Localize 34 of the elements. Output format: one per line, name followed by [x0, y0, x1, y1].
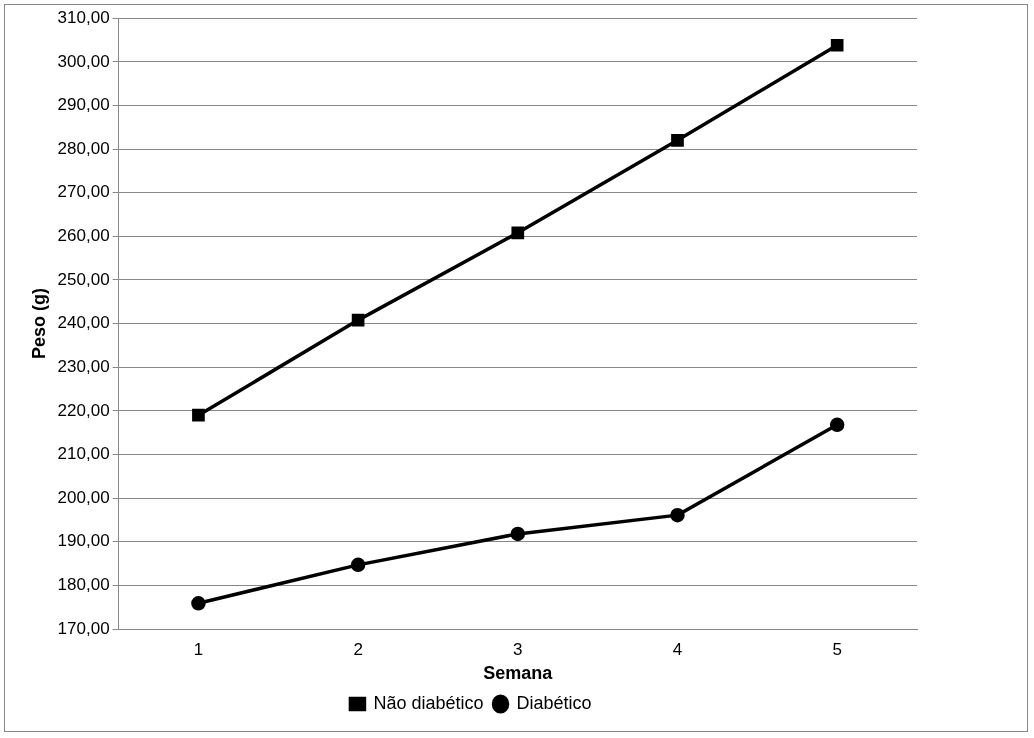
x-tick-label: 2 — [353, 639, 363, 659]
point — [351, 313, 365, 327]
x-axis-title: Semana — [483, 663, 554, 684]
point — [192, 408, 205, 422]
y-tick-label: 210,00 — [57, 444, 110, 464]
point — [671, 134, 684, 147]
y-axis-title: Peso (g) — [28, 288, 49, 360]
y-tick-label: 250,00 — [57, 269, 110, 289]
y-tick-label: 240,00 — [57, 313, 110, 333]
y-tick-label: 220,00 — [57, 400, 110, 420]
point — [191, 596, 206, 611]
y-tick-label: 310,00 — [57, 7, 110, 27]
y-tick-label: 290,00 — [57, 95, 110, 115]
legend-label: Não diabético — [373, 692, 484, 713]
y-tick-label: 270,00 — [57, 182, 110, 202]
point — [670, 507, 685, 523]
x-tick-label: 1 — [193, 639, 204, 659]
x-tick-label: 3 — [513, 639, 523, 659]
y-tick-label: 190,00 — [57, 531, 110, 551]
point — [510, 526, 526, 542]
y-tick-label: 230,00 — [57, 356, 110, 376]
point — [511, 226, 525, 240]
x-tick-label: 5 — [832, 639, 842, 659]
y-tick-label: 180,00 — [57, 575, 110, 595]
point — [350, 557, 366, 573]
y-tick-label: 200,00 — [57, 487, 110, 507]
y-tick-label: 280,00 — [57, 138, 110, 158]
point — [829, 417, 845, 433]
y-tick-label: 170,00 — [57, 618, 110, 638]
x-tick-label: 4 — [672, 639, 683, 659]
point — [830, 38, 844, 52]
y-tick-label: 300,00 — [57, 51, 110, 71]
y-tick-label: 260,00 — [57, 226, 110, 246]
legend-label: Diabético — [516, 692, 592, 713]
